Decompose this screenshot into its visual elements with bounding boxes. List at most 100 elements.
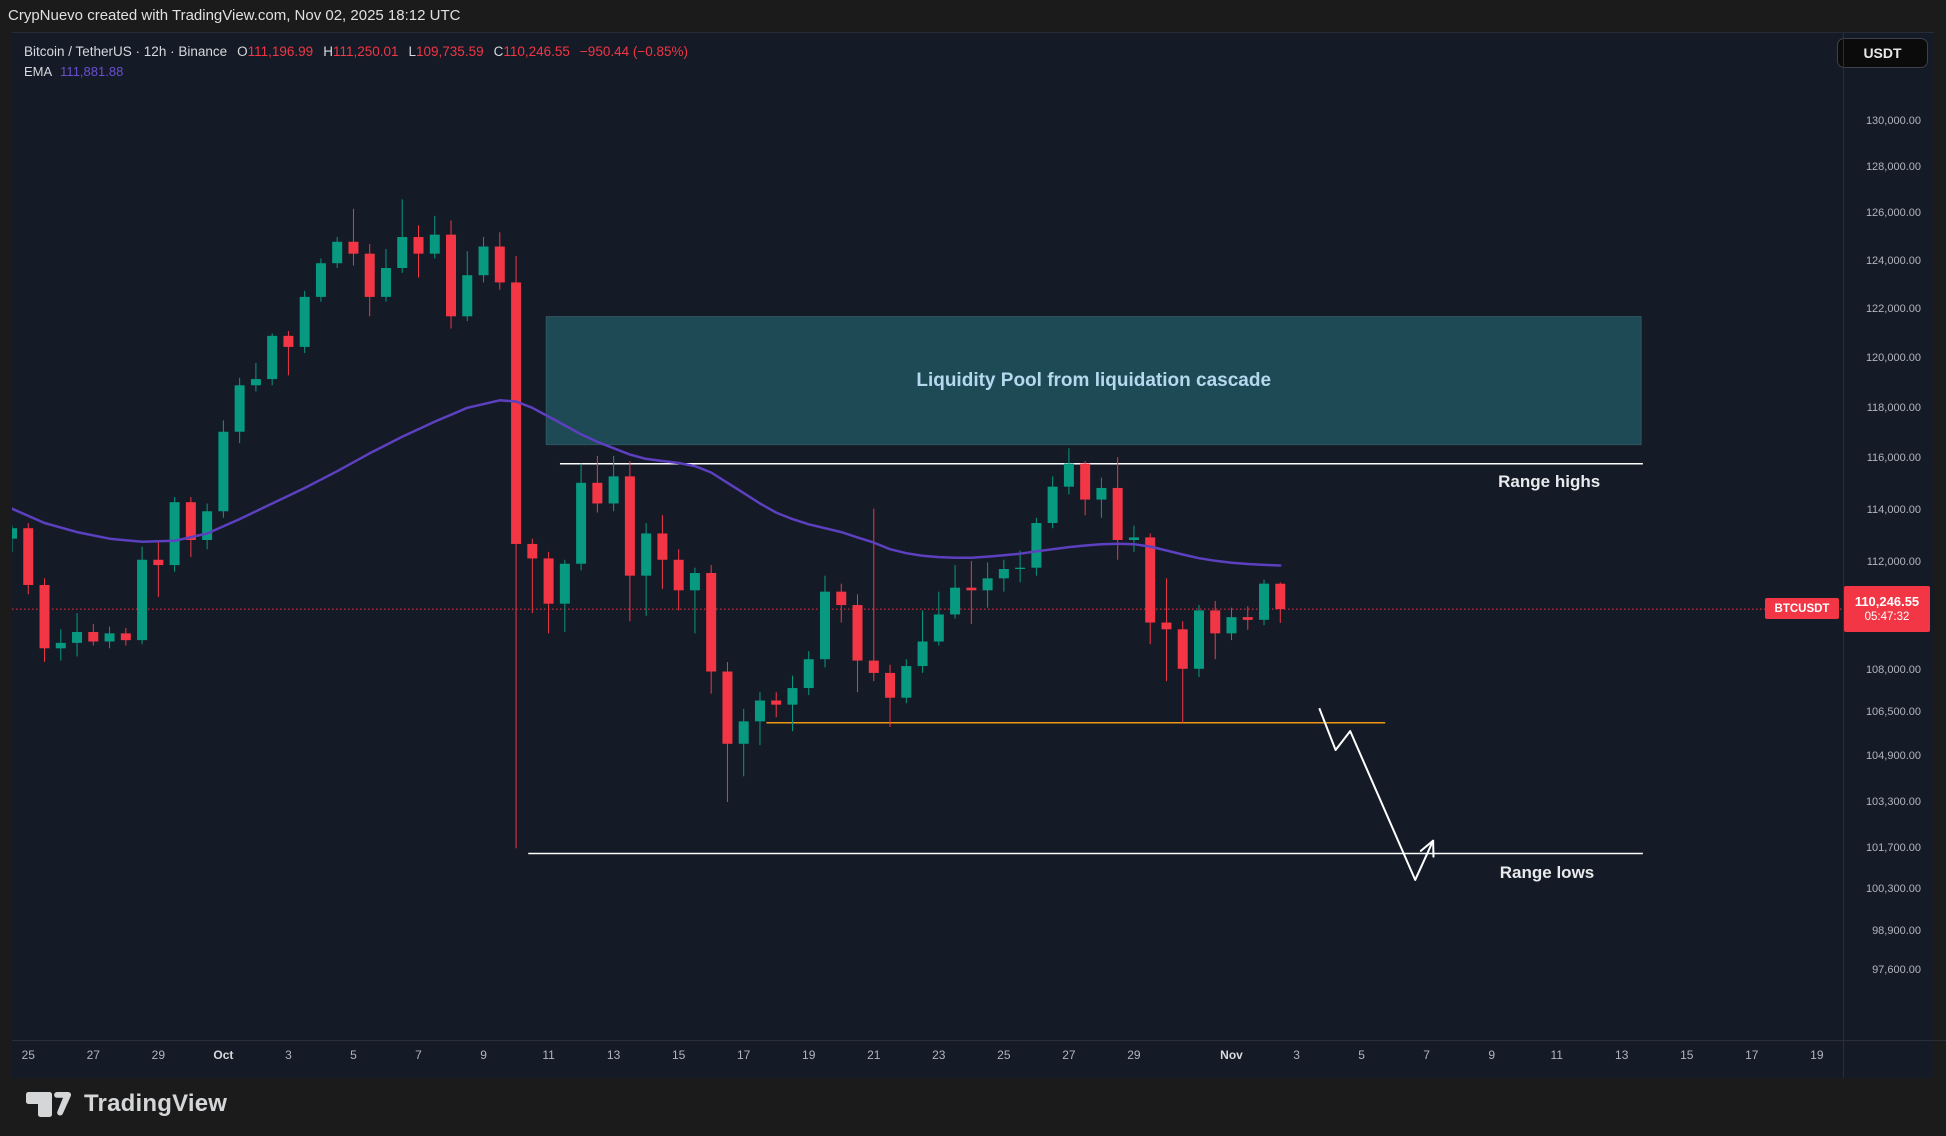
time-axis-label: 15 <box>1680 1048 1694 1062</box>
time-axis-label: 13 <box>1615 1048 1629 1062</box>
candle-body <box>722 671 733 744</box>
right-margin <box>1934 32 1946 1078</box>
currency-usdt-button[interactable]: USDT <box>1837 38 1928 68</box>
time-axis-label: 23 <box>932 1048 946 1062</box>
price-axis-label: 100,300.00 <box>1865 883 1921 896</box>
time-axis-label: 11 <box>1550 1048 1563 1062</box>
price-axis-label: 104,900.00 <box>1865 750 1921 763</box>
candle-body <box>689 573 700 591</box>
candle-body <box>836 591 847 606</box>
ema-label: EMA <box>24 64 53 79</box>
candle-body <box>120 633 131 641</box>
ohlc-close: C110,246.55 <box>493 44 570 59</box>
candle-body <box>478 246 489 276</box>
liquidity-box-label[interactable]: Liquidity Pool from liquidation cascade <box>916 369 1272 391</box>
time-axis[interactable]: 25 27 29 Oct 3 5 7 9 11 13 15 17 19 21 23 25 27 29 Nov 3 5 7 9… <box>12 1040 1843 1078</box>
plot-layer <box>12 199 1843 881</box>
time-axis-label: 3 <box>1293 1048 1300 1062</box>
candle-body <box>868 660 879 673</box>
candle-body <box>527 543 538 559</box>
candle-body <box>267 335 278 380</box>
price-axis[interactable]: 130,000.00 128,000.00 126,000.00 124,000.00… <box>1843 32 1934 1040</box>
candle-body <box>917 641 928 667</box>
price-axis-label: 114,000.00 <box>1866 503 1921 516</box>
candle-body <box>576 482 587 564</box>
price-axis-label: 118,000.00 <box>1866 401 1921 414</box>
candle-body <box>462 275 473 317</box>
attribution-bar: CrypNuevo created with TradingView.com, … <box>0 0 1946 32</box>
tradingview-logo[interactable]: TradingView <box>26 1088 227 1120</box>
time-axis-label: 29 <box>1127 1048 1141 1062</box>
candle-body <box>202 511 213 541</box>
time-axis-label: 27 <box>1062 1048 1076 1062</box>
candle-body <box>413 237 424 254</box>
candle-body <box>592 482 603 504</box>
time-axis-label: 25 <box>997 1048 1011 1062</box>
time-axis-month-label: Oct <box>213 1048 234 1062</box>
price-axis-label: 120,000.00 <box>1865 351 1921 364</box>
range-highs-label[interactable]: Range highs <box>1498 471 1601 491</box>
candle-body <box>852 605 863 661</box>
candle-body <box>72 632 83 643</box>
candle-body <box>332 241 343 264</box>
time-axis-label: 11 <box>542 1048 555 1062</box>
candle-body <box>1275 583 1286 610</box>
price-axis-label: 108,000.00 <box>1865 664 1921 677</box>
time-axis-label: 7 <box>1423 1048 1430 1062</box>
range-lows-label[interactable]: Range lows <box>1499 862 1595 882</box>
price-axis-label: 97,600.00 <box>1872 964 1921 977</box>
price-axis-label: 122,000.00 <box>1865 303 1921 315</box>
candle-body <box>1259 583 1270 620</box>
price-axis-label: 116,000.00 <box>1866 452 1921 465</box>
ema-value: 111,881.88 <box>60 64 124 79</box>
price-axis-label: 98,900.00 <box>1872 924 1921 937</box>
candle-body <box>657 533 668 560</box>
candle-body <box>901 666 912 698</box>
time-axis-label: 17 <box>1745 1048 1759 1062</box>
candle-body <box>429 234 440 254</box>
candle-body <box>673 559 684 591</box>
candle-body <box>1015 567 1026 570</box>
time-axis-label: 19 <box>1810 1048 1824 1062</box>
ema-line[interactable] <box>12 399 1282 567</box>
projection-arrow[interactable] <box>1318 707 1435 881</box>
candle-body <box>88 632 99 642</box>
symbol-title[interactable]: Bitcoin / TetherUS · 12h · Binance <box>24 44 228 59</box>
candle-body <box>1242 617 1253 620</box>
candle-body <box>771 700 782 705</box>
ema-legend-item[interactable]: EMA 111,881.88 <box>24 64 123 79</box>
candle-body <box>169 502 180 566</box>
candle-body <box>1161 622 1172 630</box>
candle-body <box>641 533 652 576</box>
candle-body <box>706 573 717 672</box>
candle-body <box>185 502 196 541</box>
candle-body <box>397 237 408 269</box>
ohlc-high: H111,250.01 <box>323 44 399 59</box>
candle-body <box>933 614 944 642</box>
liquidity-pool-box[interactable] <box>545 316 1642 446</box>
time-axis-label: 13 <box>606 1048 621 1062</box>
candle-body <box>885 672 896 698</box>
candle-body <box>153 559 164 566</box>
candle-body <box>966 587 977 591</box>
candle-body <box>12 528 17 539</box>
time-axis-label: 9 <box>480 1048 487 1062</box>
time-axis-month-label: Nov <box>1220 1048 1243 1062</box>
legend-row: Bitcoin / TetherUS · 12h · Binance O111,… <box>24 44 688 59</box>
candle-body <box>1226 617 1237 634</box>
symbol-price-flag: BTCUSDT <box>1765 598 1839 620</box>
price-axis-label: 112,000.00 <box>1866 556 1921 569</box>
candle-body <box>1210 610 1221 634</box>
candle-body <box>55 642 66 649</box>
candle-body <box>559 563 570 604</box>
time-axis-label: 7 <box>415 1048 422 1062</box>
ohlc-low: L109,735.59 <box>408 44 484 59</box>
time-axis-label: 21 <box>867 1048 881 1062</box>
candle-body <box>364 253 375 297</box>
time-axis-label: 19 <box>802 1048 816 1062</box>
candle-body <box>315 263 326 297</box>
candle-body <box>250 379 261 386</box>
candle-body <box>608 476 619 504</box>
